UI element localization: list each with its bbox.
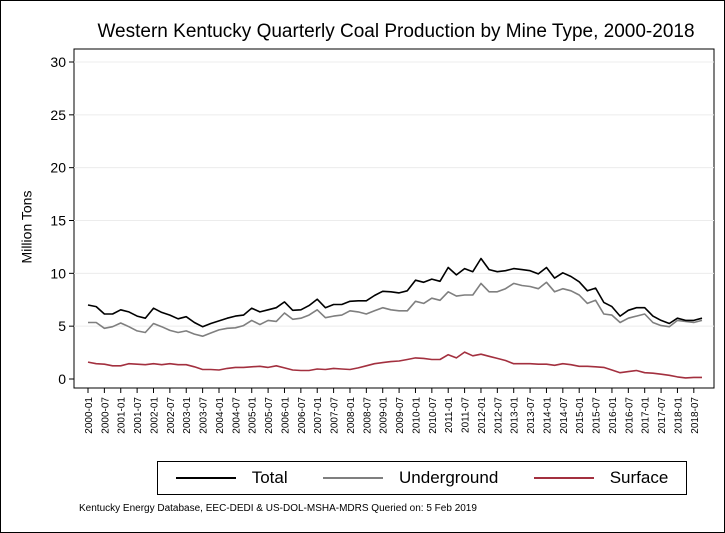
y-tick-label: 5 <box>58 318 66 334</box>
x-tick-label: 2018-01 <box>673 397 684 434</box>
x-tick-label: 2018-07 <box>690 397 701 434</box>
x-tick-label: 2002-01 <box>149 397 160 434</box>
legend-label-total: Total <box>251 468 288 487</box>
x-tick-label: 2012-01 <box>477 397 488 434</box>
source-note: Kentucky Energy Database, EEC-DEDI & US-… <box>79 503 477 514</box>
x-tick-label: 2004-01 <box>215 397 226 434</box>
legend-swatch-surface <box>533 477 594 479</box>
x-tick-label: 2001-01 <box>117 397 128 434</box>
gridlines <box>74 61 714 327</box>
legend-swatch-total <box>175 477 236 479</box>
series-line-surface <box>87 351 702 379</box>
x-tick-label: 2014-01 <box>542 397 553 434</box>
y-tick-label: 0 <box>58 371 66 387</box>
legend-item-surface: Surface <box>533 468 669 488</box>
x-tick-label: 2009-07 <box>395 397 406 434</box>
x-tick-label: 2011-07 <box>461 397 472 433</box>
x-tick-label: 2007-01 <box>313 397 324 434</box>
x-tick-label: 2005-07 <box>264 397 275 434</box>
x-tick-label: 2017-01 <box>641 397 652 434</box>
y-tick-label: 15 <box>50 213 66 229</box>
x-tick-label: 2012-07 <box>493 397 504 434</box>
x-axis: 2000-01 2000-07 2001-01 2001-07 2002-01 2002-… <box>84 388 701 434</box>
x-tick-label: 2015-07 <box>592 397 603 434</box>
legend-item-underground: Underground <box>323 468 498 488</box>
x-tick-label: 2004-07 <box>231 397 242 434</box>
legend-item-total: Total <box>175 468 288 488</box>
x-tick-label: 2011-01 <box>444 397 455 433</box>
series-line-total <box>87 257 703 328</box>
x-tick-label: 2001-07 <box>133 397 144 434</box>
chart-title: Western Kentucky Quarterly Coal Producti… <box>97 21 695 42</box>
y-axis: 0 5 10 15 20 25 30 <box>50 54 74 387</box>
x-tick-label: 2006-07 <box>297 397 308 434</box>
y-tick-label: 10 <box>50 265 66 281</box>
x-tick-label: 2003-07 <box>199 397 210 434</box>
legend: Total Underground Surface <box>157 461 687 495</box>
legend-swatch-underground <box>323 477 384 479</box>
x-tick-label: 2017-07 <box>657 397 668 434</box>
x-tick-label: 2016-07 <box>624 397 635 434</box>
y-tick-label: 30 <box>50 54 66 70</box>
y-tick-label: 20 <box>50 160 66 176</box>
plot-area <box>73 48 715 389</box>
x-tick-label: 2003-01 <box>182 397 193 434</box>
legend-label-surface: Surface <box>609 468 669 487</box>
x-tick-label: 2014-07 <box>559 397 570 434</box>
x-tick-label: 2007-07 <box>330 397 341 434</box>
x-tick-label: 2009-01 <box>379 397 390 434</box>
x-tick-label: 2008-07 <box>362 397 373 434</box>
x-tick-label: 2008-01 <box>346 397 357 434</box>
x-tick-label: 2013-07 <box>526 397 537 434</box>
series-line-underground <box>88 281 703 338</box>
x-tick-label: 2010-01 <box>411 397 422 434</box>
y-tick-label: 25 <box>50 107 66 123</box>
plot-border <box>73 48 715 389</box>
x-tick-label: 2015-01 <box>575 397 586 434</box>
series-lines <box>87 257 703 379</box>
x-tick-label: 2016-01 <box>608 397 619 434</box>
x-tick-label: 2010-07 <box>428 397 439 434</box>
x-tick-label: 2000-07 <box>100 397 111 434</box>
legend-label-underground: Underground <box>399 468 499 487</box>
x-tick-label: 2006-01 <box>280 397 291 434</box>
x-tick-label: 2000-01 <box>84 397 95 434</box>
x-tick-label: 2013-01 <box>510 397 521 434</box>
x-tick-label: 2002-07 <box>166 397 177 434</box>
x-tick-label: 2005-01 <box>248 397 259 434</box>
